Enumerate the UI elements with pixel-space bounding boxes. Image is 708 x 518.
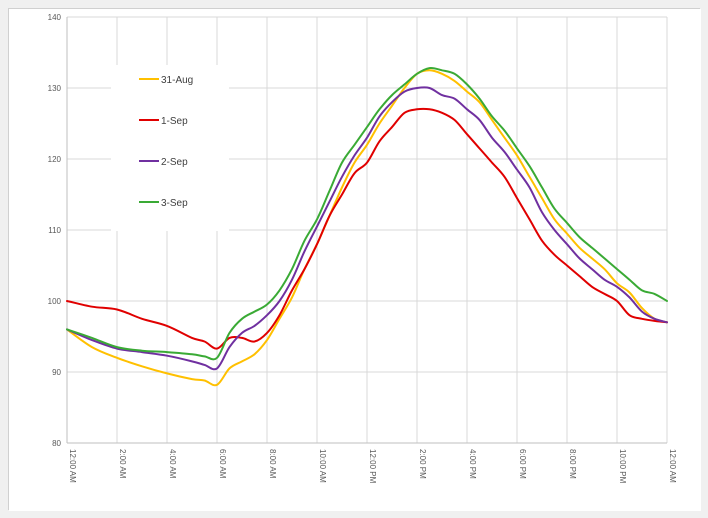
legend-label: 3-Sep <box>161 198 188 209</box>
y-tick-label: 100 <box>48 297 62 306</box>
axes: 80 90 100 110 120 130 140 12:00 AM 2:00 AM 4:00 A… <box>48 13 677 484</box>
x-tick-label: 4:00 PM <box>468 449 477 479</box>
legend-label: 1-Sep <box>161 116 188 127</box>
legend-label: 31-Aug <box>161 75 193 86</box>
x-tick-label: 10:00 PM <box>618 449 627 484</box>
legend-label: 2-Sep <box>161 157 188 168</box>
legend: 31-Aug 1-Sep 2-Sep 3-Sep <box>111 65 229 231</box>
x-tick-label: 6:00 PM <box>518 449 527 479</box>
x-tick-label: 2:00 PM <box>418 449 427 479</box>
chart-frame: 80 90 100 110 120 130 140 12:00 AM 2:00 AM 4:00 A… <box>8 8 701 511</box>
y-tick-label: 80 <box>52 439 61 448</box>
y-tick-label: 140 <box>48 13 62 22</box>
x-tick-label: 4:00 AM <box>168 449 177 479</box>
series-line-3-sep <box>66 66 668 361</box>
x-tick-label: 2:00 AM <box>118 449 127 479</box>
x-tick-label: 8:00 AM <box>268 449 277 479</box>
y-tick-label: 120 <box>48 155 62 164</box>
x-tick-label: 6:00 AM <box>218 449 227 479</box>
x-tick-label: 12:00 AM <box>68 449 77 483</box>
series-lines <box>66 66 668 387</box>
y-tick-label: 110 <box>48 226 61 235</box>
x-tick-label: 12:00 PM <box>368 449 377 484</box>
x-tick-label: 12:00 AM <box>668 449 677 483</box>
y-tick-label: 90 <box>52 368 61 377</box>
legend-box <box>111 65 229 231</box>
x-tick-label: 8:00 PM <box>568 449 577 479</box>
line-chart: 80 90 100 110 120 130 140 12:00 AM 2:00 AM 4:00 A… <box>9 9 701 511</box>
x-tick-label: 10:00 AM <box>318 449 327 483</box>
series-line-1-sep <box>66 107 668 350</box>
series-line-2-sep <box>66 86 668 371</box>
y-tick-label: 130 <box>48 84 62 93</box>
